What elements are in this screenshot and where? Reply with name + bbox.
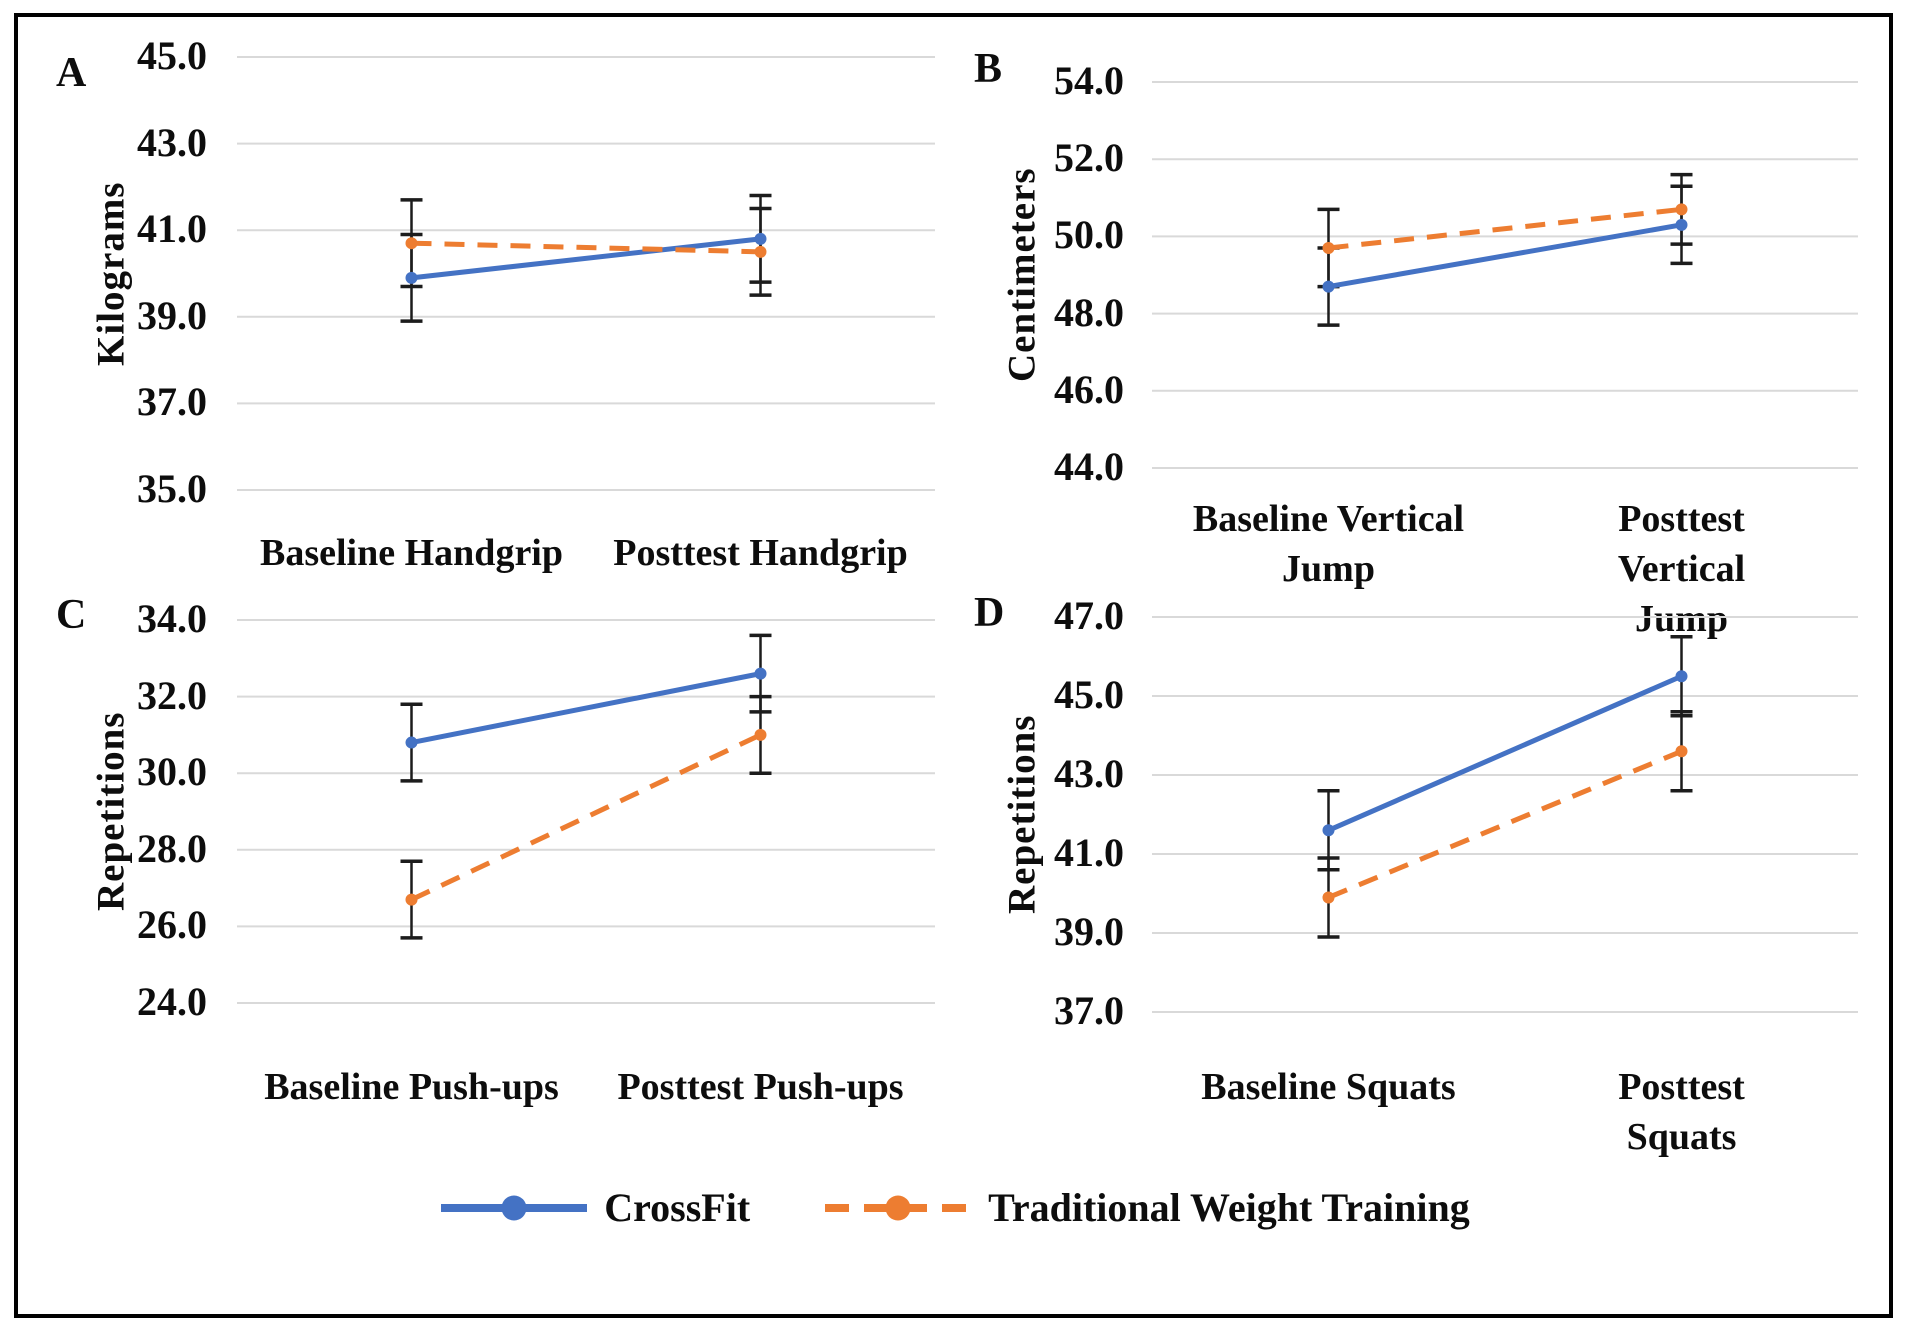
panel-c-letter: C: [56, 592, 87, 638]
data-point-marker: [1322, 891, 1335, 904]
x-category-label: Baseline Squats: [1201, 1066, 1456, 1108]
y-tick-label: 52.0: [1054, 135, 1124, 181]
x-category-label: Posttest Squats: [1618, 1066, 1745, 1159]
panel-b-letter: B: [974, 46, 1003, 92]
panel-d-plot-area: [1152, 616, 1858, 1013]
crossfit-line-marker-icon: [441, 1195, 588, 1221]
y-tick-label: 39.0: [1054, 909, 1124, 955]
y-tick-label: 50.0: [1054, 212, 1124, 258]
data-point-marker: [1322, 824, 1335, 837]
legend: CrossFit Traditional Weight Training: [0, 1188, 1908, 1228]
y-tick-label: 43.0: [137, 119, 207, 165]
legend-label-crossfit: CrossFit: [604, 1185, 751, 1230]
data-point-marker: [405, 237, 418, 250]
legend-item-traditional-weight-training: Traditional Weight Training: [822, 1188, 1470, 1228]
x-category-label: Posttest Handgrip: [613, 532, 908, 574]
y-tick-label: 24.0: [137, 979, 207, 1025]
series-line: [1327, 748, 1683, 900]
series-line: [1328, 222, 1682, 290]
y-tick-label: 39.0: [137, 292, 207, 338]
x-category-label: Posttest Push-ups: [617, 1066, 904, 1108]
y-tick-label: 41.0: [1054, 830, 1124, 876]
panel-a-plot-area: [237, 56, 935, 491]
y-tick-label: 37.0: [1054, 988, 1124, 1034]
data-point-marker: [754, 728, 767, 741]
legend-item-crossfit: CrossFit: [438, 1188, 750, 1228]
y-tick-label: 45.0: [1054, 672, 1124, 718]
data-point-marker: [1322, 241, 1335, 254]
y-tick-label: 47.0: [1054, 593, 1124, 639]
y-tick-label: 46.0: [1054, 366, 1124, 412]
series-line: [410, 732, 762, 902]
legend-sample-marker: [501, 1195, 527, 1221]
data-point-marker: [405, 271, 418, 284]
x-category-label: Baseline Vertical Jump: [1192, 498, 1465, 591]
y-tick-label: 30.0: [137, 749, 207, 795]
series-line: [411, 240, 761, 255]
panel-d-letter: D: [974, 590, 1005, 636]
traditional-weight-training-line-marker-icon: [825, 1195, 972, 1221]
data-point-marker: [754, 667, 767, 680]
panel-b-plot-area: [1152, 81, 1858, 469]
series-line: [1327, 673, 1683, 833]
y-tick-label: 48.0: [1054, 289, 1124, 335]
data-point-marker: [754, 245, 767, 258]
y-tick-label: 28.0: [137, 825, 207, 871]
y-tick-label: 44.0: [1054, 444, 1124, 490]
y-tick-label: 45.0: [137, 33, 207, 79]
series-line: [411, 671, 761, 746]
y-tick-label: 37.0: [137, 379, 207, 425]
data-point-marker: [405, 736, 418, 749]
x-category-label: Baseline Handgrip: [260, 532, 563, 574]
data-point-marker: [1675, 218, 1688, 231]
legend-sample-marker: [885, 1195, 911, 1221]
y-tick-label: 54.0: [1054, 58, 1124, 104]
panel-a-letter: A: [56, 50, 87, 96]
data-point-marker: [1675, 745, 1688, 758]
x-category-label: Posttest Vertical Jump: [1617, 498, 1746, 641]
panel-c-plot-area: [237, 619, 935, 1004]
series-line: [1328, 206, 1682, 251]
x-category-label: Baseline Push-ups: [264, 1066, 559, 1108]
y-tick-label: 34.0: [137, 596, 207, 642]
data-point-marker: [1675, 670, 1688, 683]
data-point-marker: [405, 893, 418, 906]
y-tick-label: 32.0: [137, 672, 207, 718]
y-tick-label: 35.0: [137, 466, 207, 512]
series-line: [411, 236, 761, 281]
y-tick-label: 43.0: [1054, 751, 1124, 797]
data-point-marker: [754, 232, 767, 245]
legend-label-traditional-weight-training: Traditional Weight Training: [988, 1185, 1470, 1230]
data-point-marker: [1675, 203, 1688, 216]
data-point-marker: [1322, 280, 1335, 293]
y-tick-label: 26.0: [137, 902, 207, 948]
y-tick-label: 41.0: [137, 206, 207, 252]
